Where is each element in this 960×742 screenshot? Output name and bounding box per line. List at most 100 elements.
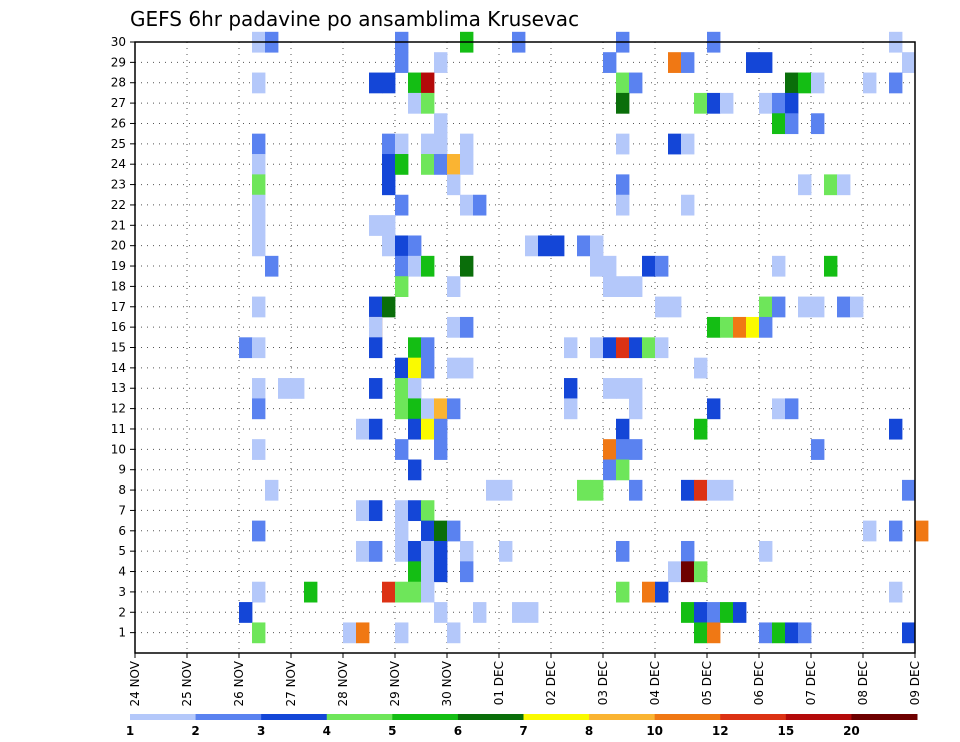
x-tick-label: 08 DEC [856, 661, 870, 705]
y-tick-label: 11 [111, 422, 126, 436]
colorbar-swatch [720, 714, 787, 720]
heatmap-cell [707, 92, 721, 114]
heatmap-cell [447, 398, 461, 420]
heatmap-cell [356, 500, 370, 522]
heatmap-cell [668, 52, 682, 73]
colorbar-swatch [457, 714, 524, 720]
heatmap-cell [369, 540, 383, 562]
y-tick-label: 23 [111, 178, 126, 192]
heatmap-cell [460, 133, 474, 155]
x-tick-label: 07 DEC [804, 661, 818, 705]
heatmap-cell [681, 540, 695, 562]
y-tick-label: 5 [118, 544, 126, 558]
heatmap-cell [655, 296, 669, 318]
heatmap-cell [460, 561, 474, 583]
colorbar-swatch [261, 714, 328, 720]
y-tick-label: 6 [118, 524, 126, 538]
heatmap-cell [720, 92, 734, 114]
colorbar-swatch [589, 714, 656, 720]
heatmap-cell [486, 479, 500, 501]
heatmap-cell [447, 357, 461, 379]
heatmap-cell [434, 418, 448, 440]
heatmap-cell [395, 540, 409, 562]
y-tick-label: 24 [111, 157, 126, 171]
heatmap-cell [408, 561, 422, 583]
y-tick-label: 25 [111, 137, 126, 151]
heatmap-cell [681, 194, 695, 216]
y-tick-label: 9 [118, 463, 126, 477]
heatmap-cell [408, 581, 422, 603]
heatmap-cell [447, 622, 461, 644]
heatmap-cell [408, 378, 422, 399]
x-tick-label: 26 NOV [232, 660, 246, 706]
y-tick-label: 10 [111, 442, 126, 456]
colorbar-label: 8 [585, 724, 593, 738]
heatmap-cell [746, 52, 760, 73]
heatmap-cell [629, 479, 643, 501]
heatmap-cell [369, 418, 383, 440]
heatmap-cell [863, 72, 877, 94]
heatmap-cell [824, 174, 838, 196]
heatmap-cell [798, 174, 812, 196]
heatmap-cell [707, 622, 721, 644]
heatmap-cell [759, 316, 773, 338]
heatmap-cell [616, 174, 630, 196]
heatmap-cell [863, 520, 877, 542]
y-tick-label: 21 [111, 218, 126, 232]
heatmap-cell [785, 92, 799, 114]
y-tick-label: 18 [111, 279, 126, 293]
heatmap-cell [642, 255, 656, 277]
heatmap-cell [694, 418, 708, 440]
heatmap-cell [681, 602, 695, 623]
heatmap-cell [603, 52, 617, 73]
heatmap-cell [707, 479, 721, 501]
heatmap-cell [811, 72, 825, 94]
colorbar-label: 2 [191, 724, 199, 738]
heatmap-cell [395, 378, 409, 399]
heatmap-cell [369, 500, 383, 522]
heatmap-cell [616, 133, 630, 155]
heatmap-cell [434, 398, 448, 420]
heatmap-cell [408, 92, 422, 114]
y-tick-label: 16 [111, 320, 126, 334]
heatmap-cell [382, 133, 396, 155]
heatmap-cell [265, 479, 279, 501]
y-tick-label: 13 [111, 381, 126, 395]
heatmap-cell [889, 581, 903, 603]
heatmap-cell [278, 378, 292, 399]
heatmap-cell [395, 276, 409, 297]
y-tick-label: 12 [111, 402, 126, 416]
heatmap-cell [382, 581, 396, 603]
heatmap-cell [434, 52, 448, 73]
x-tick-label: 29 NOV [388, 660, 402, 706]
heatmap-cell [681, 479, 695, 501]
heatmap-cell [434, 602, 448, 623]
heatmap-cell [642, 337, 656, 359]
heatmap-cell [616, 540, 630, 562]
colorbar-swatch [654, 714, 721, 720]
heatmap-cell [395, 235, 409, 257]
heatmap-cell [460, 540, 474, 562]
grid-lines [135, 42, 915, 653]
heatmap-cell [772, 92, 786, 114]
heatmap-cell [395, 398, 409, 420]
heatmap-cell [785, 113, 799, 135]
heatmap-cell [252, 215, 266, 236]
y-tick-label: 20 [111, 239, 126, 253]
heatmap-cell [382, 154, 396, 175]
heatmap-cell [603, 378, 617, 399]
chart-title: GEFS 6hr padavine po ansamblima Krusevac [130, 7, 579, 31]
heatmap-cell [252, 194, 266, 216]
heatmap-cell [837, 174, 851, 196]
x-tick-label: 01 DEC [492, 661, 506, 705]
heatmap-cell [239, 337, 253, 359]
heatmap-cell [382, 215, 396, 236]
heatmap-cell [746, 316, 760, 338]
heatmap-cell [603, 459, 617, 481]
heatmap-cell [395, 133, 409, 155]
heatmap-cell [291, 378, 305, 399]
heatmap-cell [616, 337, 630, 359]
x-tick-label: 24 NOV [128, 660, 142, 706]
heatmap-cell [447, 174, 461, 196]
heatmap-cell [785, 622, 799, 644]
